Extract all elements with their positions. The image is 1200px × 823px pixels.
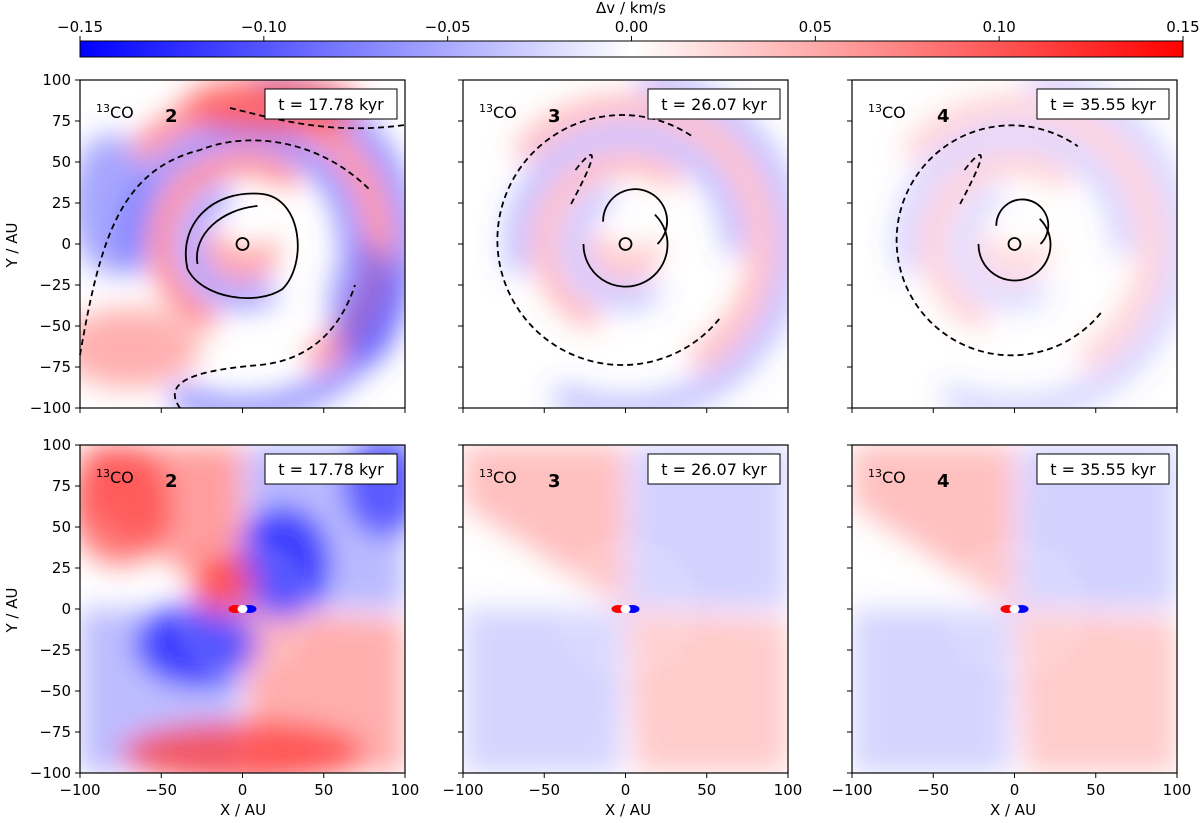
x-tick-label: −50 [917,781,949,799]
x-axis-label-2: X / AU [605,801,651,819]
y-tick-label: −25 [39,641,71,659]
figure: Δv / km/s −0.15 −0.10 −0.05 0.00 0.05 0.10 0.1… [0,0,1200,823]
species-name: CO [493,468,517,487]
colorbar-ticks: −0.15 −0.10 −0.05 0.00 0.05 0.10 0.15 [57,18,1200,41]
y-axis-label-top: Y / AU [3,223,21,269]
species-name: CO [110,468,134,487]
velocity-field [852,445,1177,773]
y-tick-label: 50 [52,153,71,171]
panel-number: 2 [165,471,178,492]
x-tick-label: 50 [1086,781,1105,799]
y-tick-label: 25 [52,559,71,577]
y-tick-label: 0 [61,600,71,618]
panel-number: 3 [548,471,561,492]
panel-2-2: 13CO 3 t = 26.07 kyr −100 −50 0 50 100 [442,445,802,799]
panels: 13CO 2t = 17.78 kyr1007550250−25−50−75−10… [30,71,1192,799]
colorbar: Δv / km/s −0.15 −0.10 −0.05 0.00 0.05 0.10 0.1… [57,0,1200,57]
y-tick-label: 50 [52,518,71,536]
y-tick-label: 100 [42,71,71,89]
y-tick-label: −100 [30,399,71,417]
x-tick-label: 50 [314,781,333,799]
colorbar-tick-label: 0.05 [799,18,832,36]
x-tick-label: 100 [1163,781,1192,799]
panel-1-3: 13CO 4 t = 35.55 kyr [847,80,1180,413]
velocity-field [463,445,788,773]
colorbar-tick-label: −0.05 [425,18,471,36]
y-tick-label: −75 [39,723,71,741]
colorbar-tick-label: −0.15 [57,18,103,36]
velocity-field [60,75,408,409]
y-tick-label: 75 [52,477,71,495]
isotope-superscript: 13 [479,102,493,115]
species-name: CO [882,468,906,487]
isotope-superscript: 13 [868,102,882,115]
x-tick-label: 100 [391,781,420,799]
species-name: CO [493,103,517,122]
time-label: t = 35.55 kyr [1050,460,1156,479]
isotope-superscript: 13 [96,467,110,480]
time-label: t = 26.07 kyr [661,460,767,479]
time-label: t = 17.78 kyr [278,95,384,114]
colorbar-tick-label: 0.10 [982,18,1015,36]
panel-number: 3 [548,106,561,127]
x-tick-label: −100 [442,781,483,799]
panel-number: 2 [165,106,178,127]
species-name: CO [882,103,906,122]
y-tick-label: 25 [52,194,71,212]
isotope-superscript: 13 [868,467,882,480]
x-tick-label: −50 [528,781,560,799]
panel-number: 4 [937,471,950,492]
velocity-field [463,80,791,409]
colorbar-tick-label: 0.15 [1166,18,1199,36]
y-axis-label-bottom: Y / AU [3,588,21,634]
x-tick-label: −50 [145,781,177,799]
y-tick-label: 0 [61,235,71,253]
y-tick-label: 75 [52,112,71,130]
x-tick-label: 0 [621,781,631,799]
y-tick-label: −25 [39,276,71,294]
panel-2-1: 13CO 2 t = 17.78 kyr 100 75 50 25 0 −25 −50 −75 −10… [30,435,425,799]
colorbar-gradient [80,41,1183,57]
colorbar-label: Δv / km/s [596,0,666,17]
x-tick-label: 100 [774,781,803,799]
isotope-superscript: 13 [479,467,493,480]
y-tick-label: −100 [30,764,71,782]
time-label: t = 26.07 kyr [661,95,767,114]
panel-2-3: 13CO 4 t = 35.55 kyr −100 −50 0 50 100 [831,445,1191,799]
isotope-superscript: 13 [96,102,110,115]
y-tick-label: 100 [42,436,71,454]
colorbar-tick-label: 0.00 [615,18,648,36]
panel-1-2: 13CO 3 t = 26.07 kyr [458,80,791,413]
panel-1-1: 13CO 2 t = 17.78 kyr 100 75 50 25 0 −25 −50 −75 −10… [30,71,408,417]
colorbar-tick-label: −0.10 [241,18,287,36]
x-axis-label-1: X / AU [220,801,266,819]
velocity-field [852,80,1180,409]
velocity-field [70,435,425,783]
y-tick-label: −75 [39,358,71,376]
species-name: CO [110,103,134,122]
x-tick-label: 50 [697,781,716,799]
x-tick-label: −100 [59,781,100,799]
x-tick-label: −100 [831,781,872,799]
x-tick-label: 0 [238,781,248,799]
panel-number: 4 [937,106,950,127]
x-axis-label-3: X / AU [990,801,1036,819]
time-label: t = 35.55 kyr [1050,95,1156,114]
y-tick-label: −50 [39,317,71,335]
time-label: t = 17.78 kyr [278,460,384,479]
x-tick-label: 0 [1010,781,1020,799]
y-tick-label: −50 [39,682,71,700]
